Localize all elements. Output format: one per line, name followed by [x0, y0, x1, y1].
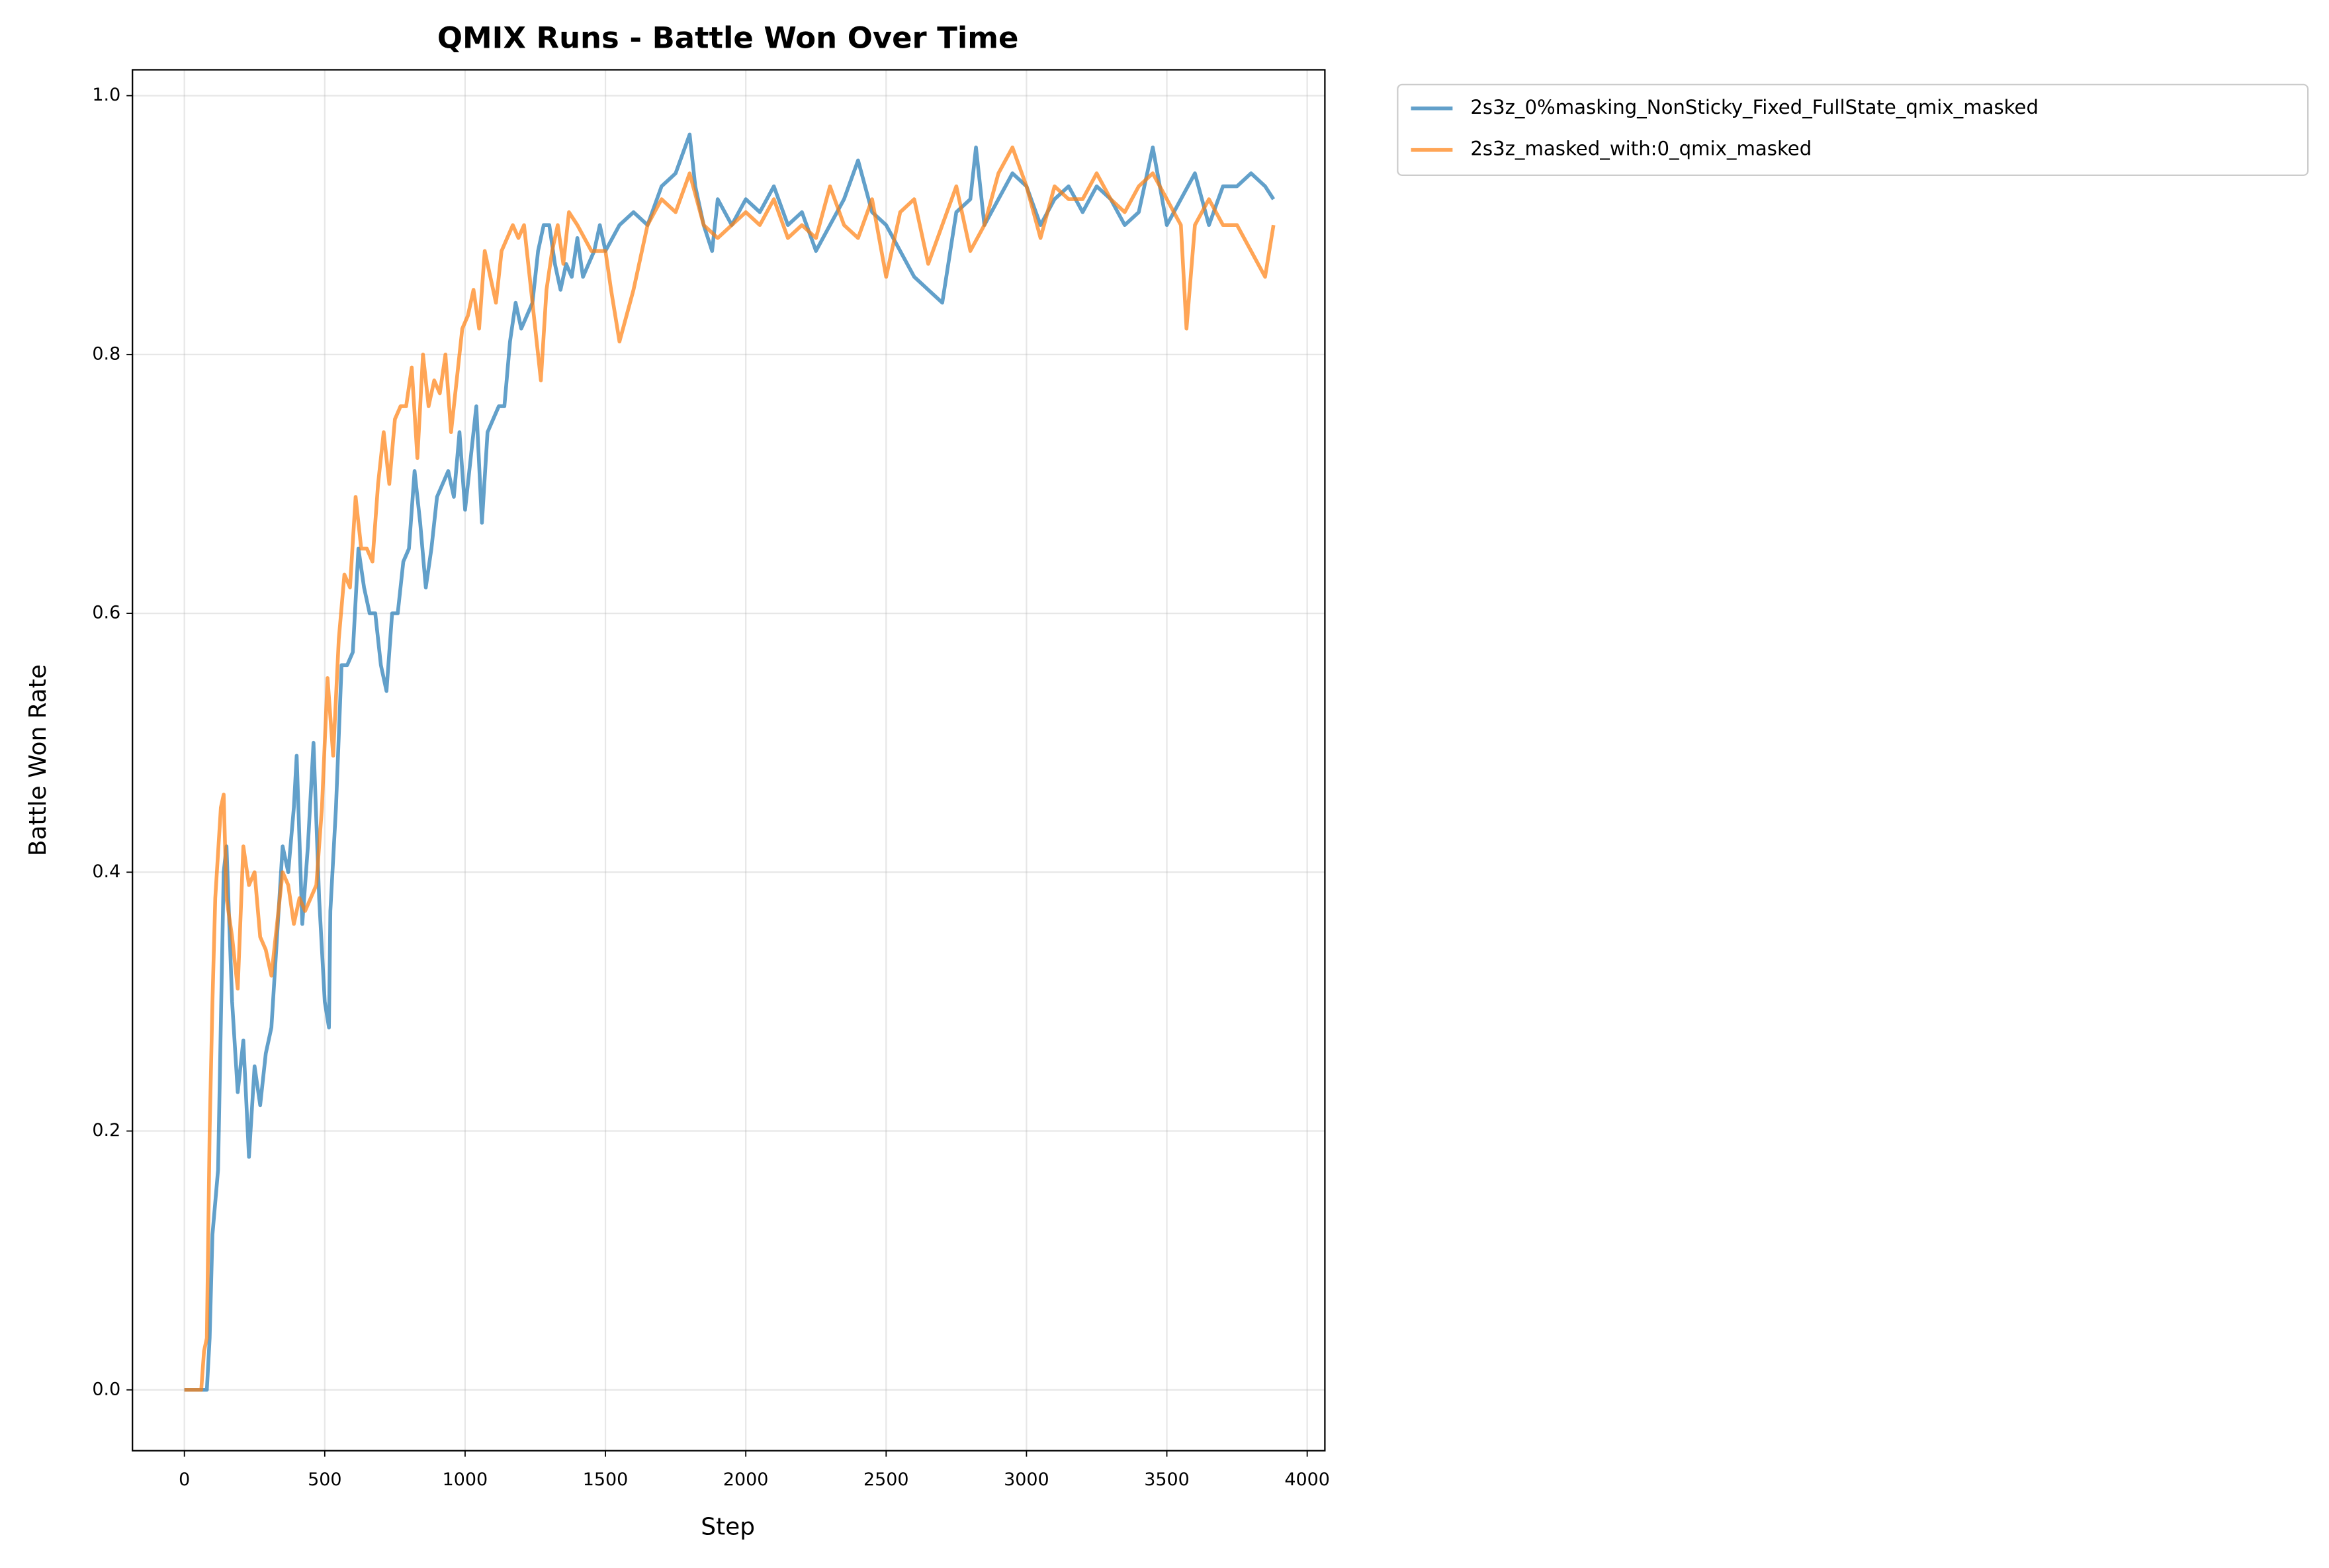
chart-title: QMIX Runs - Battle Won Over Time — [437, 21, 1019, 56]
legend-label: 2s3z_masked_with:0_qmix_masked — [1470, 138, 1812, 160]
plot-frame — [132, 69, 1326, 1452]
legend-label: 2s3z_0%masking_NonSticky_Fixed_FullState… — [1470, 96, 2039, 118]
x-tick-label: 3000 — [1004, 1469, 1049, 1490]
x-tick-label: 4000 — [1284, 1469, 1330, 1490]
y-tick-label: 0.0 — [92, 1379, 120, 1399]
series-line — [184, 146, 1276, 1392]
y-tick-label: 0.4 — [92, 861, 120, 882]
x-tick-label: 1500 — [583, 1469, 629, 1490]
y-axis-label: Battle Won Rate — [24, 664, 52, 856]
x-tick-label: 1000 — [443, 1469, 488, 1490]
y-tick-label: 0.6 — [92, 603, 120, 623]
legend-box — [1397, 83, 2309, 176]
x-tick-label: 3500 — [1144, 1469, 1190, 1490]
y-tick-label: 1.0 — [92, 85, 120, 105]
x-tick-label: 0 — [179, 1469, 190, 1490]
x-tick-label: 2000 — [723, 1469, 769, 1490]
series-line — [184, 132, 1276, 1392]
x-tick-label: 2500 — [863, 1469, 909, 1490]
y-tick-label: 0.2 — [92, 1120, 120, 1141]
x-tick-label: 500 — [308, 1469, 341, 1490]
y-tick-label: 0.8 — [92, 343, 120, 364]
x-axis-label: Step — [701, 1513, 755, 1540]
